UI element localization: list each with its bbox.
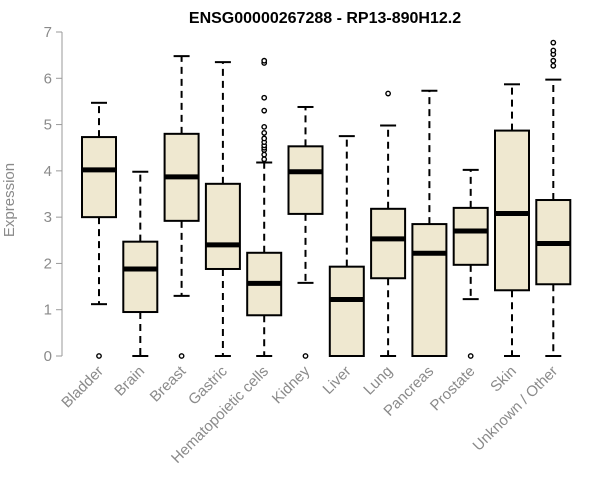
iqr-box (411, 223, 448, 357)
iqr-box (494, 129, 530, 292)
y-tick-label: 6 (44, 70, 52, 87)
x-tick-label-skin: Skin (487, 363, 520, 396)
iqr-box (81, 136, 117, 219)
outlier-point (385, 90, 391, 97)
outlier-point (261, 107, 268, 114)
iqr-box (204, 182, 241, 270)
x-tick-label-lung: Lung (360, 363, 396, 399)
outlier-point (261, 156, 268, 163)
y-tick-label: 1 (44, 302, 52, 319)
box-unknown-other (535, 39, 572, 357)
iqr-box (287, 145, 324, 215)
outlier-point (550, 39, 557, 46)
y-tick-label: 5 (44, 117, 52, 134)
box-breast (163, 55, 200, 359)
outlier-point (178, 353, 185, 359)
outlier-point (302, 353, 309, 359)
box-liver (328, 135, 365, 358)
x-tick-label-kidney: Kidney (269, 362, 314, 407)
box-kidney (287, 105, 324, 359)
outlier-point (96, 353, 102, 359)
outlier-point (261, 123, 268, 130)
outlier-point (261, 57, 268, 64)
iqr-box (370, 207, 407, 280)
y-tick-label: 2 (44, 255, 52, 272)
box-bladder (81, 101, 117, 359)
iqr-box (452, 206, 489, 266)
outlier-point (550, 57, 557, 64)
box-lung (370, 90, 407, 357)
x-tick-label-brain: Brain (111, 363, 148, 400)
outlier-point (261, 130, 268, 136)
chart-title: ENSG00000267288 - RP13-890H12.2 (189, 10, 461, 27)
box-gastric (204, 61, 241, 357)
y-tick-label: 0 (44, 348, 52, 365)
x-tick-label-prostate: Prostate (427, 363, 479, 415)
box-brain (122, 170, 159, 357)
x-tick-label-bladder: Bladder (58, 363, 107, 412)
box-hematopoietic-cells (246, 57, 283, 357)
x-tick-label-breast: Breast (147, 362, 190, 405)
y-tick-label: 3 (44, 209, 52, 226)
y-tick-label: 4 (44, 163, 52, 180)
box-skin (494, 83, 530, 357)
outlier-point (467, 353, 474, 359)
outlier-point (261, 135, 268, 142)
box-pancreas (411, 89, 448, 357)
iqr-box (122, 240, 159, 314)
y-axis-label: Expression (1, 163, 18, 237)
outlier-point (550, 62, 557, 69)
box-series (81, 39, 572, 359)
outlier-point (261, 151, 268, 158)
y-axis-ticks: 0 1 2 3 4 5 6 7 (44, 24, 62, 365)
y-tick-label: 7 (44, 24, 52, 41)
box-prostate (452, 168, 489, 359)
iqr-box (328, 265, 365, 358)
outlier-point (550, 47, 557, 54)
x-tick-label-liver: Liver (320, 363, 355, 398)
outlier-point (261, 94, 268, 101)
